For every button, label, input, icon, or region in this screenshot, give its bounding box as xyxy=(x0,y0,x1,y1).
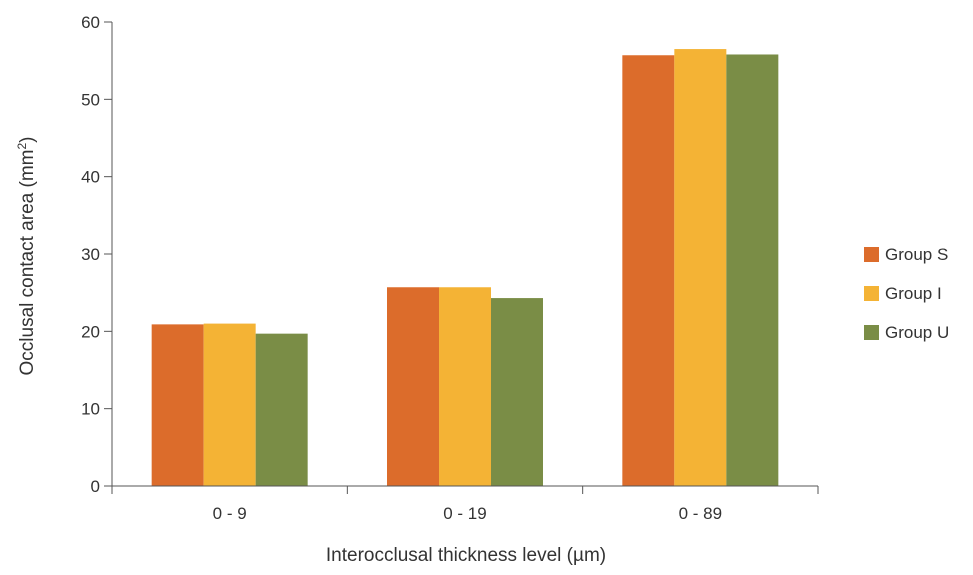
legend-swatch xyxy=(864,286,879,301)
x-axis-title: Interocclusal thickness level (µm) xyxy=(326,545,606,566)
legend-label: Group I xyxy=(885,284,942,303)
y-axis-title-suffix: ) xyxy=(17,137,38,143)
y-tick-label: 40 xyxy=(81,168,100,187)
y-axis-title-text: Occlusal contact area (mm xyxy=(17,150,38,376)
bar-group-i-3 xyxy=(674,49,727,487)
bar-group-s-1 xyxy=(151,324,204,486)
y-tick-label: 10 xyxy=(81,400,100,419)
bar-group-u-1 xyxy=(255,333,308,486)
legend-label: Group U xyxy=(885,323,949,342)
y-tick-label: 50 xyxy=(81,90,100,109)
legend-label: Group S xyxy=(885,245,948,264)
y-axis-ticks: 0 10 20 30 40 50 60 xyxy=(81,13,112,496)
x-tick-label: 0 - 9 xyxy=(213,504,247,523)
legend-swatch xyxy=(864,325,879,340)
x-axis-ticks: 0 - 9 0 - 19 0 - 89 xyxy=(111,486,819,523)
y-tick-label: 60 xyxy=(81,13,100,32)
legend: Group S Group I Group U xyxy=(864,245,949,342)
y-tick-label: 0 xyxy=(91,477,100,496)
bar-group-i-2 xyxy=(439,287,491,486)
bar-group-s-3 xyxy=(622,55,675,487)
bars xyxy=(151,49,779,487)
y-tick-label: 20 xyxy=(81,322,100,341)
x-tick-label: 0 - 19 xyxy=(443,504,486,523)
y-tick-label: 30 xyxy=(81,245,100,264)
y-axis-title-sup: 2 xyxy=(15,143,29,150)
bar-group-i-1 xyxy=(203,323,256,486)
bar-group-s-2 xyxy=(387,287,439,486)
x-tick-label: 0 - 89 xyxy=(679,504,722,523)
legend-swatch xyxy=(864,247,879,262)
y-axis-title: Occlusal contact area (mm2) xyxy=(15,137,38,376)
bar-group-u-3 xyxy=(726,54,779,486)
bar-group-u-2 xyxy=(491,298,543,486)
